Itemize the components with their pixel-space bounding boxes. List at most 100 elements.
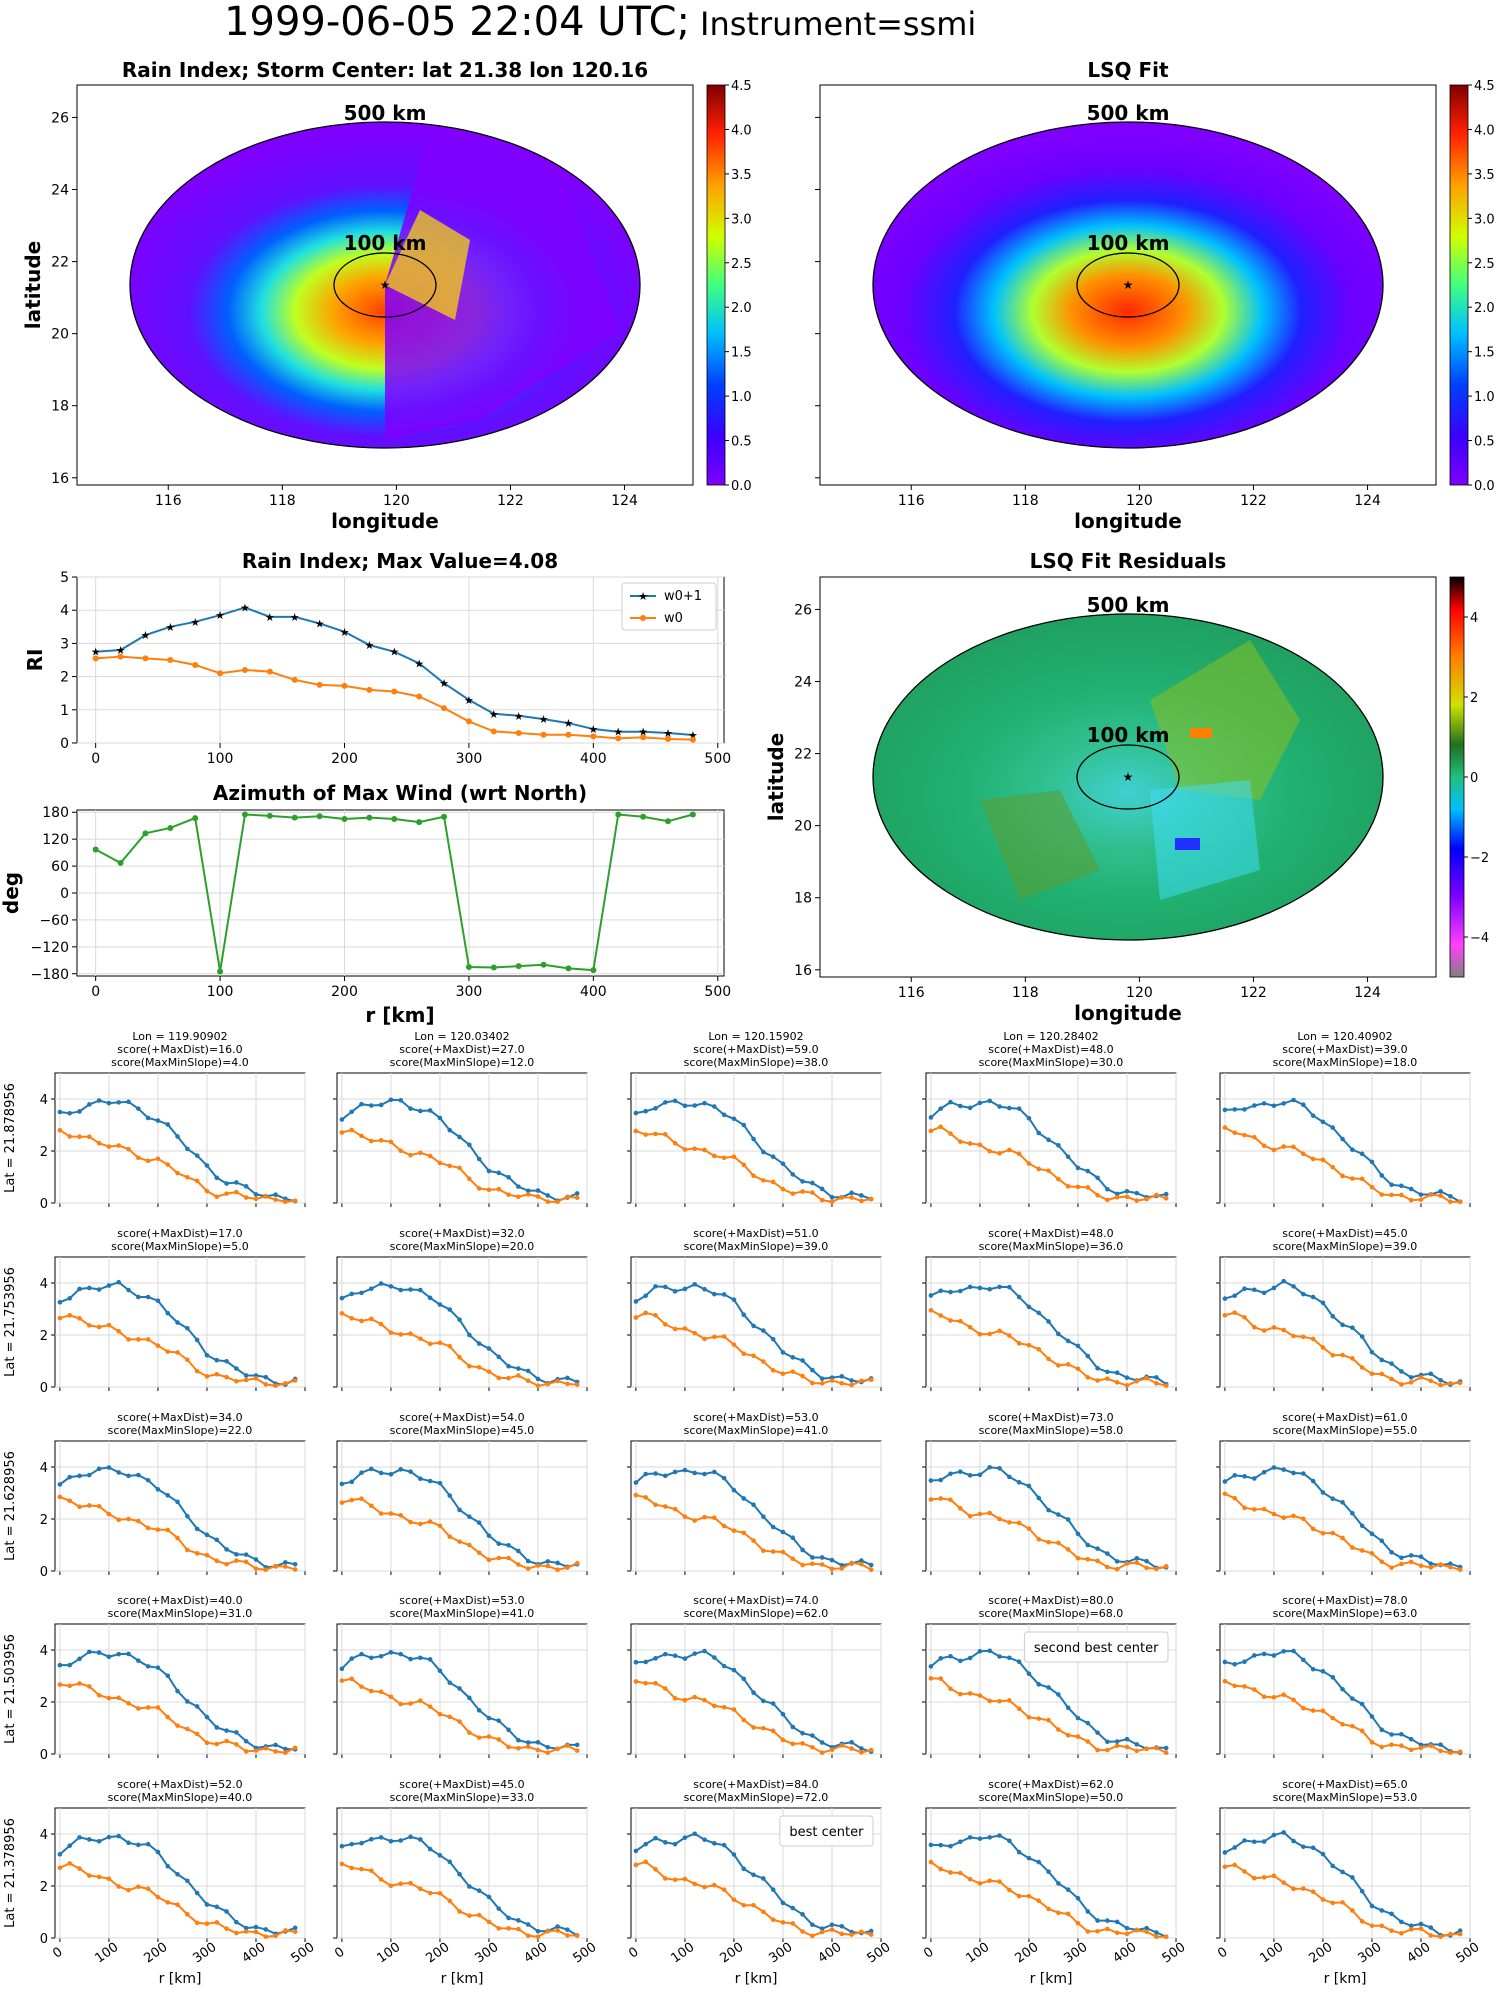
profile-point-w0 xyxy=(692,1330,698,1336)
profile-point-w0 xyxy=(948,1318,953,1323)
ytick-label: 4 xyxy=(60,603,69,619)
profile-point-w0 xyxy=(1007,1887,1012,1893)
profile-point-w0p1 xyxy=(721,1663,727,1669)
profile-point-w0p1 xyxy=(87,1285,92,1291)
profile-point-w0p1 xyxy=(185,1325,190,1331)
lsq-fit-xticks: 116 118 120 122 124 xyxy=(898,485,1381,509)
profile-point-w0 xyxy=(204,1188,210,1194)
profile-point-w0p1 xyxy=(770,1701,776,1706)
profile-point-w0 xyxy=(234,1558,239,1563)
profile-point-w0 xyxy=(1320,1345,1326,1350)
xtick-label: 0 xyxy=(921,1945,936,1962)
profile-point-w0p1 xyxy=(1310,1478,1316,1484)
profile-point-w0 xyxy=(741,1717,747,1723)
profile-point-w0p1 xyxy=(1222,1296,1228,1301)
profile-point-w0 xyxy=(958,1870,963,1876)
profile-point-w0p1 xyxy=(1359,1888,1365,1894)
profile-point-w0 xyxy=(1095,1378,1100,1383)
profile-point-w0p1 xyxy=(447,1493,453,1498)
panel-axes xyxy=(336,1440,588,1572)
panel-score-maxdist: score(+MaxDist)=40.0 xyxy=(117,1594,242,1607)
panel-lon-label: Lon = 119.90902 xyxy=(132,1030,227,1043)
xtick-label: 116 xyxy=(898,985,925,1001)
profile-point-w0 xyxy=(292,1378,298,1383)
panel-score-maxdist: score(+MaxDist)=48.0 xyxy=(988,1043,1113,1056)
profile-point-w0p1 xyxy=(378,1470,384,1476)
profile-point-w0p1 xyxy=(136,1842,141,1848)
profile-point-w0 xyxy=(977,1331,983,1337)
profile-point-w0p1 xyxy=(780,1350,786,1355)
profile-point-w0 xyxy=(1350,1908,1355,1913)
xtick-label: 120 xyxy=(383,493,410,509)
profile-point-w0 xyxy=(1271,1873,1277,1879)
profile-point-w0p1 xyxy=(339,1295,345,1301)
data-point xyxy=(565,731,572,738)
data-point xyxy=(540,961,547,968)
profile-point-w0 xyxy=(810,1380,815,1386)
profile-point-w0p1 xyxy=(145,1115,151,1121)
profile-point-w0 xyxy=(643,1132,649,1137)
profile-point-w0 xyxy=(1075,1734,1081,1739)
profile-point-w0 xyxy=(1438,1934,1443,1939)
profile-point-w0p1 xyxy=(761,1514,766,1519)
profile-point-w0p1 xyxy=(1350,1875,1355,1880)
profile-point-w0 xyxy=(977,1693,983,1698)
profile-point-w0 xyxy=(829,1747,835,1753)
ytick-label: 120 xyxy=(42,832,69,848)
profile-point-w0p1 xyxy=(1438,1189,1443,1194)
profile-point-w0p1 xyxy=(1291,1648,1296,1654)
profile-point-w0 xyxy=(928,1497,934,1502)
profile-point-w0p1 xyxy=(1016,1106,1022,1111)
profile-point-w0p1 xyxy=(741,1312,747,1318)
data-point xyxy=(117,653,124,660)
profile-point-w0 xyxy=(1310,1156,1316,1162)
profile-point-w0 xyxy=(928,1676,934,1681)
profile-point-w0 xyxy=(1457,1749,1463,1754)
profile-point-w0p1 xyxy=(1350,1147,1355,1152)
profile-point-w0p1 xyxy=(702,1648,707,1654)
profile-point-w0 xyxy=(868,1196,874,1202)
profile-point-w0 xyxy=(273,1563,278,1569)
profile-point-w0p1 xyxy=(643,1293,649,1299)
profile-point-w0p1 xyxy=(204,1902,210,1907)
profile-point-w0p1 xyxy=(87,1649,92,1655)
profile-point-w0p1 xyxy=(967,1655,973,1661)
profile-point-w0p1 xyxy=(1075,1715,1081,1721)
annotation-label: best center xyxy=(789,1825,864,1840)
ytick-label: 3 xyxy=(60,636,69,652)
profile-point-w0p1 xyxy=(447,1680,453,1686)
profile-point-w0p1 xyxy=(977,1100,983,1106)
profile-panel: 024score(+MaxDist)=34.0score(MaxMinSlope… xyxy=(3,1411,306,1580)
profile-point-w0p1 xyxy=(790,1905,796,1911)
profile-point-w0 xyxy=(1301,1334,1306,1340)
profile-point-w0p1 xyxy=(868,1562,874,1568)
profile-point-w0 xyxy=(721,1155,727,1161)
profile-point-w0 xyxy=(106,1876,112,1882)
profile-point-w0p1 xyxy=(214,1357,220,1363)
profile-point-w0 xyxy=(234,1189,239,1195)
profile-point-w0 xyxy=(359,1318,364,1324)
profile-point-w0p1 xyxy=(145,1477,151,1483)
panel-axes xyxy=(1219,1256,1471,1388)
profile-point-w0p1 xyxy=(1379,1357,1385,1363)
colorbar-tick-label: 4.5 xyxy=(1474,79,1495,94)
panel-axes xyxy=(336,1623,588,1755)
profile-point-w0 xyxy=(155,1156,161,1162)
profile-point-w0p1 xyxy=(1369,1531,1375,1537)
profile-point-w0p1 xyxy=(987,1098,993,1104)
panel-score-maxminslope: score(MaxMinSlope)=39.0 xyxy=(684,1240,829,1253)
profile-point-w0p1 xyxy=(1065,1705,1071,1711)
profile-point-w0 xyxy=(457,1355,462,1360)
profile-point-w0p1 xyxy=(1291,1838,1296,1844)
profile-point-w0 xyxy=(770,1917,776,1923)
profile-point-w0 xyxy=(214,1194,220,1200)
profile-point-w0p1 xyxy=(253,1557,259,1562)
profile-point-w0p1 xyxy=(1134,1190,1140,1196)
profile-point-w0 xyxy=(672,1696,678,1701)
profile-point-w0p1 xyxy=(378,1281,384,1286)
profile-point-w0p1 xyxy=(977,1836,983,1841)
profile-point-w0p1 xyxy=(1242,1474,1247,1479)
profile-point-w0 xyxy=(1134,1927,1140,1933)
